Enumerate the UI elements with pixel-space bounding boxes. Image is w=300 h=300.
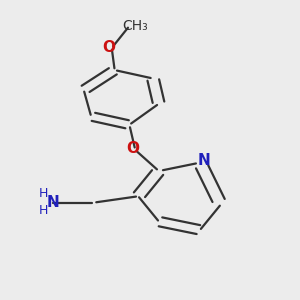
Text: O: O: [126, 141, 139, 156]
Text: N: N: [46, 195, 59, 210]
Text: H: H: [38, 204, 48, 217]
Text: H: H: [38, 187, 48, 200]
Text: N: N: [197, 153, 210, 168]
Text: O: O: [102, 40, 115, 56]
Text: CH₃: CH₃: [122, 19, 148, 33]
